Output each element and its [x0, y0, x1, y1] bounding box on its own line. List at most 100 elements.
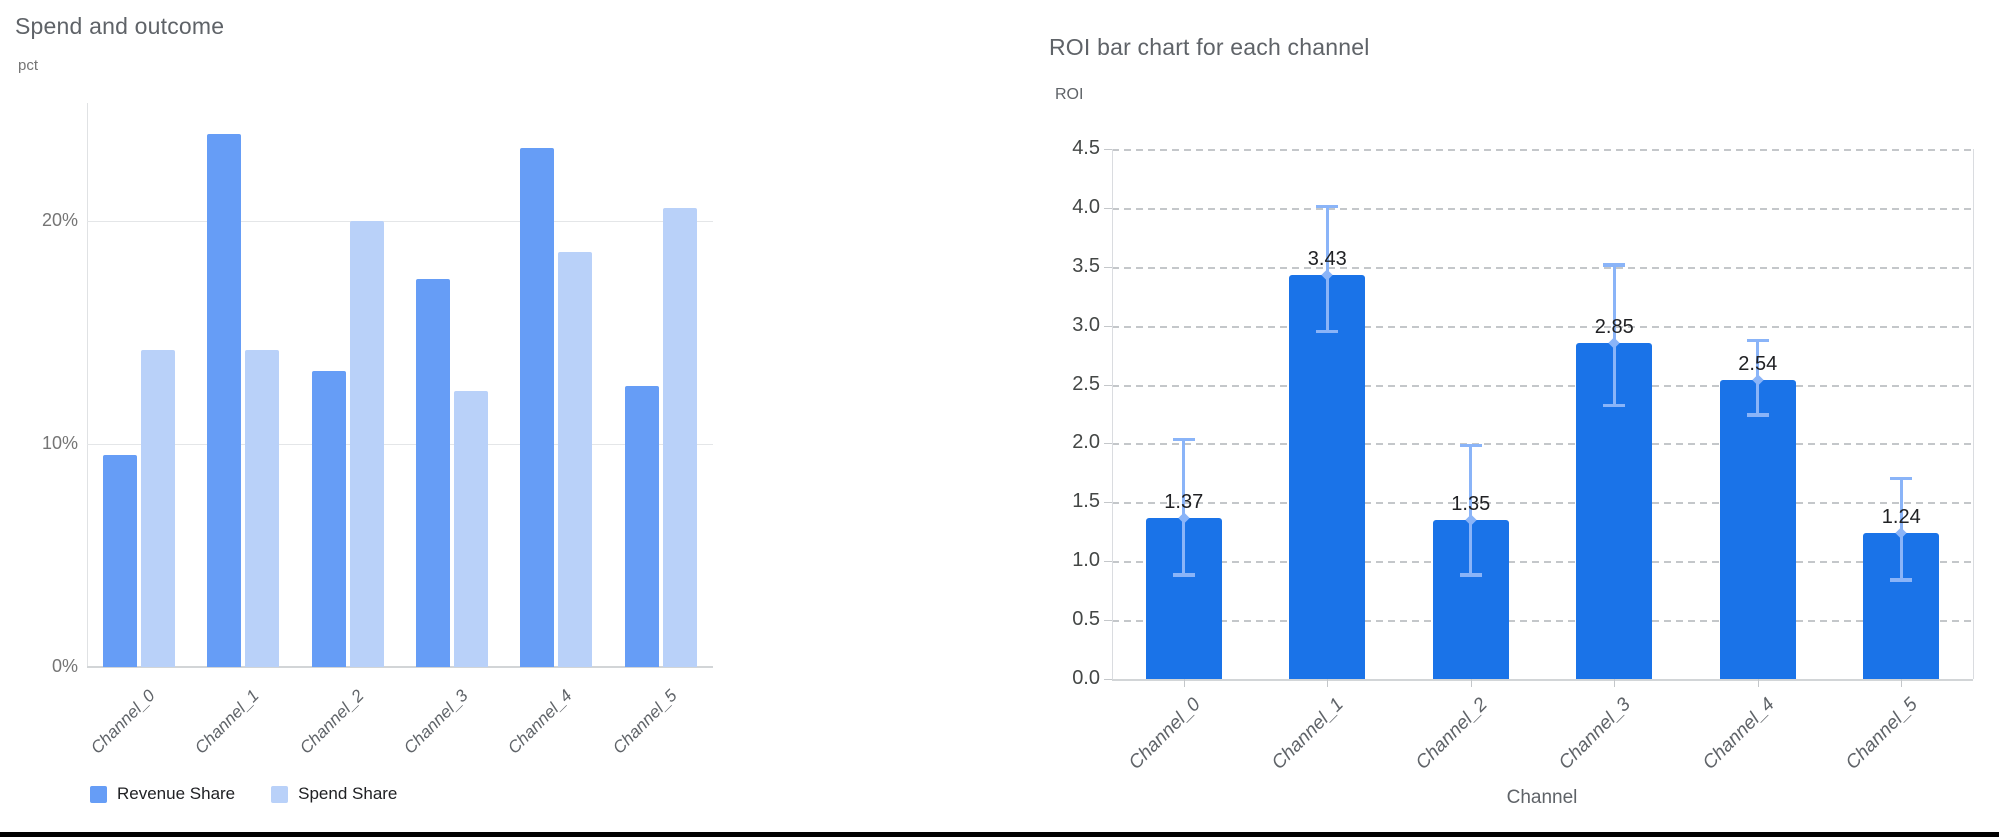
bar-value-label: 2.54	[1738, 352, 1778, 375]
spend-share-bar-channel_5	[663, 207, 697, 667]
y-tick-mark	[1104, 502, 1112, 504]
roi-x-axis-title: Channel	[1506, 787, 1578, 808]
bar-value-label: 1.24	[1881, 505, 1921, 528]
x-tick-mark	[1470, 679, 1472, 687]
y-tick-mark	[1104, 325, 1112, 327]
x-axis-line	[1112, 679, 1973, 681]
y-tick-mark	[1104, 207, 1112, 209]
error-bar-top-cap	[1459, 443, 1482, 448]
y-tick-label: 10%	[41, 433, 78, 454]
roi-bar-channel_4	[1719, 379, 1796, 679]
y-tick-mark	[1104, 266, 1112, 268]
bar-value-label: 3.43	[1307, 248, 1347, 271]
error-bar-top-cap	[1603, 263, 1626, 267]
spend-outcome-y-unit-label: pct	[18, 57, 39, 74]
y-tick-label: 0.5	[1072, 608, 1100, 631]
spend-share-swatch	[271, 785, 289, 803]
roi-y-axis-label: ROI	[1055, 86, 1084, 103]
error-bar-line	[1612, 264, 1616, 406]
error-bar-top-cap	[1746, 338, 1769, 343]
error-bar-top-cap	[1172, 437, 1195, 442]
revenue-share-bar-channel_3	[416, 279, 450, 667]
x-tick-label: Channel_1	[1268, 694, 1349, 774]
error-bar-top-cap	[1890, 476, 1913, 481]
gridline	[1112, 443, 1973, 446]
legend-item-spend-share: Spend Share	[271, 784, 397, 804]
bar-value-label: 1.37	[1164, 490, 1204, 513]
spend-share-bar-channel_2	[350, 221, 384, 667]
y-tick-mark	[1104, 384, 1112, 386]
y-tick-mark	[1104, 443, 1112, 445]
legend-item-revenue-share: Revenue Share	[90, 784, 235, 804]
revenue-share-bar-channel_0	[103, 455, 137, 667]
y-tick-label: 4.0	[1072, 195, 1100, 218]
revenue-share-bar-channel_1	[207, 134, 241, 667]
revenue-share-swatch	[90, 785, 107, 803]
legend: Revenue Share Spend Share	[90, 784, 397, 804]
plot-right-border	[1973, 149, 1974, 679]
error-bar-line	[1325, 205, 1329, 332]
y-tick-label: 2.0	[1072, 431, 1100, 454]
gridline	[87, 666, 713, 668]
gridline	[1112, 149, 1973, 151]
bottom-window-edge	[0, 832, 1999, 837]
y-tick-label: 0.0	[1072, 667, 1100, 689]
error-bar-bottom-cap	[1459, 573, 1482, 577]
error-bar-line	[1182, 438, 1186, 576]
revenue-share-bar-channel_4	[520, 147, 554, 667]
roi-bar-channel_1	[1289, 275, 1366, 679]
x-tick-label: Channel_0	[1124, 694, 1205, 774]
x-tick-label: Channel_5	[608, 686, 681, 758]
gridline	[1112, 561, 1973, 564]
y-tick-label: 1.0	[1072, 549, 1100, 572]
y-tick-mark	[1104, 149, 1112, 150]
x-tick-mark	[1327, 679, 1329, 687]
error-bar-bottom-cap	[1890, 578, 1913, 582]
error-bar-line	[1469, 444, 1473, 576]
gridline	[1112, 207, 1973, 210]
y-tick-label: 0%	[51, 656, 78, 676]
bar-value-label: 2.85	[1594, 316, 1634, 339]
y-tick-label: 2.5	[1072, 372, 1100, 395]
spend-share-bar-channel_1	[245, 350, 279, 667]
error-bar-bottom-cap	[1603, 403, 1626, 408]
legend-label-spend-share: Spend Share	[298, 784, 398, 803]
gridline	[87, 444, 713, 446]
legend-label-revenue-share: Revenue Share	[117, 784, 236, 803]
spend-share-bar-channel_0	[141, 350, 175, 667]
spend-share-bar-channel_4	[558, 252, 592, 667]
error-bar-bottom-cap	[1172, 573, 1195, 577]
x-tick-label: Channel_3	[1555, 694, 1636, 774]
gridline	[1112, 325, 1973, 328]
y-tick-mark	[1104, 620, 1112, 622]
error-bar-bottom-cap	[1746, 413, 1769, 417]
gridline	[1112, 266, 1973, 269]
y-tick-label: 3.0	[1072, 313, 1100, 336]
x-tick-mark	[1901, 679, 1903, 687]
y-tick-label: 20%	[41, 210, 78, 231]
y-tick-mark	[1104, 561, 1112, 563]
gridline	[1112, 384, 1973, 387]
gridline	[87, 221, 713, 223]
x-tick-mark	[1757, 679, 1759, 687]
gridline	[1112, 620, 1973, 623]
gridline	[1112, 502, 1973, 505]
error-bar-bottom-cap	[1316, 329, 1339, 334]
x-tick-label: Channel_2	[295, 686, 368, 758]
revenue-share-bar-channel_2	[312, 370, 346, 667]
y-tick-mark	[1104, 679, 1112, 680]
x-tick-label: Channel_3	[399, 686, 472, 758]
revenue-share-bar-channel_5	[625, 386, 659, 667]
x-tick-label: Channel_5	[1842, 694, 1923, 774]
x-tick-label: Channel_0	[86, 686, 159, 758]
plot-left-border	[1112, 149, 1113, 679]
x-tick-mark	[1614, 679, 1616, 687]
spend-share-bar-channel_3	[454, 390, 488, 667]
left-y-axis-line	[87, 103, 88, 667]
x-tick-label: Channel_1	[190, 686, 263, 758]
x-tick-label: Channel_4	[1698, 694, 1779, 774]
roi-chart-title: ROI bar chart for each channel	[1049, 34, 1370, 60]
x-tick-label: Channel_4	[503, 686, 576, 758]
error-bar-top-cap	[1316, 204, 1339, 209]
